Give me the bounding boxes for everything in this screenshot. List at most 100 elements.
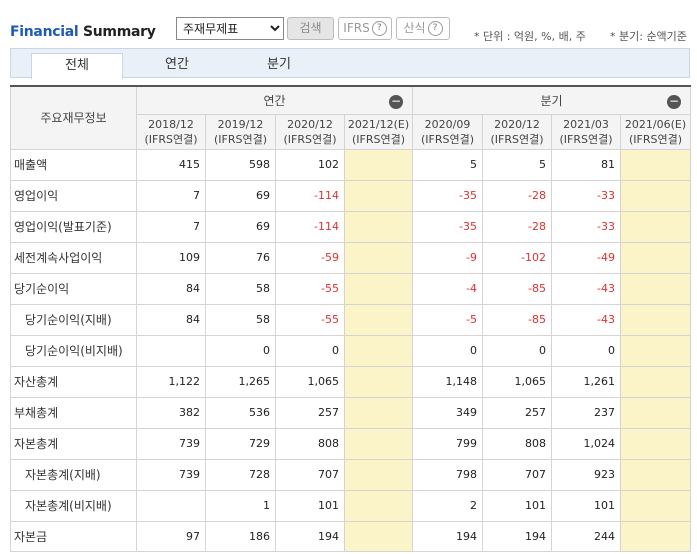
value-cell: -35 <box>412 210 483 243</box>
value-cell <box>136 489 206 522</box>
value-cell: 84 <box>136 272 206 305</box>
value-cell: 598 <box>205 148 276 181</box>
period-tabs: 전체 연간 분기 <box>10 48 690 79</box>
period-basis: (IFRS연결) <box>420 132 475 146</box>
value-cell <box>344 334 413 367</box>
value-cell: 1,261 <box>551 365 621 398</box>
value-cell: -43 <box>551 303 621 336</box>
period-date: 2021/12(E) <box>347 117 410 131</box>
value-cell: -4 <box>412 272 483 305</box>
table-row: 자본총계 739 729 808 799 808 1,024 <box>10 427 691 460</box>
row-label: 자본금 <box>10 520 137 552</box>
value-cell <box>344 210 413 243</box>
search-button-label: 검색 <box>299 21 322 35</box>
value-cell: 0 <box>275 334 345 367</box>
value-cell <box>620 520 691 552</box>
period-date: 2021/03 <box>563 117 609 131</box>
value-cell: 101 <box>275 489 345 522</box>
value-cell: 536 <box>205 396 276 429</box>
table-row: 매출액 415 598 102 5 5 81 <box>10 148 691 181</box>
value-cell: 729 <box>205 427 276 460</box>
value-cell: -28 <box>482 210 552 243</box>
value-cell: 1 <box>205 489 276 522</box>
row-label: 당기순이익(지배) <box>10 303 137 336</box>
period-date: 2018/12 <box>148 117 194 131</box>
period-date: 2020/12 <box>287 117 333 131</box>
value-cell: 0 <box>412 334 483 367</box>
title-summary: Summary <box>82 24 156 40</box>
tab-quarterly[interactable]: 분기 <box>267 57 291 72</box>
value-cell <box>344 365 413 398</box>
value-cell: 97 <box>136 520 206 552</box>
search-button[interactable]: 검색 <box>287 17 334 40</box>
value-cell: 194 <box>412 520 483 552</box>
value-cell: 194 <box>275 520 345 552</box>
value-cell: 237 <box>551 396 621 429</box>
formula-button[interactable]: 산식? <box>396 17 450 40</box>
annual-group-label: 연간 <box>263 93 286 108</box>
value-cell: -28 <box>482 179 552 212</box>
quarter-group-header: 분기 − <box>412 85 691 115</box>
value-cell: 69 <box>205 179 276 212</box>
value-cell <box>620 365 691 398</box>
table-row: 영업이익(발표기준) 7 69 -114 -35 -28 -33 <box>10 210 691 243</box>
period-date: 2020/12 <box>494 117 540 131</box>
value-cell: -55 <box>275 303 345 336</box>
tab-annual[interactable]: 연간 <box>165 57 189 72</box>
financial-summary-table: 주요재무정보 연간 − 분기 − 2018/12 (IFRS연결) 2019/12(… <box>10 85 691 552</box>
period-basis: (IFRS연결) <box>490 132 544 146</box>
period-header: 2021/03 (IFRS연결) <box>551 113 621 150</box>
value-cell: 799 <box>412 427 483 460</box>
help-icon: ? <box>427 21 443 36</box>
value-cell: 349 <box>412 396 483 429</box>
title-financial: Financial <box>10 24 79 40</box>
row-label: 당기순이익(비지배) <box>10 334 137 367</box>
value-cell: 109 <box>136 241 206 274</box>
value-cell: 808 <box>275 427 345 460</box>
value-cell: 101 <box>551 489 621 522</box>
row-label: 매출액 <box>10 148 137 181</box>
row-label: 당기순이익 <box>10 272 137 305</box>
value-cell <box>620 303 691 336</box>
value-cell: 728 <box>205 458 276 491</box>
period-header: 2021/12(E) (IFRS연결) <box>344 113 413 150</box>
value-cell: -49 <box>551 241 621 274</box>
value-cell: 102 <box>275 148 345 181</box>
value-cell: 69 <box>205 210 276 243</box>
table-row: 부채총계 382 536 257 349 257 237 <box>10 396 691 429</box>
value-cell <box>344 148 413 181</box>
value-cell: 1,148 <box>412 365 483 398</box>
row-label: 영업이익(발표기준) <box>10 210 137 243</box>
statement-type-select[interactable]: 주재무제표 <box>176 17 284 40</box>
value-cell: -102 <box>482 241 552 274</box>
value-cell: 244 <box>551 520 621 552</box>
collapse-icon[interactable]: − <box>667 94 681 109</box>
value-cell: 382 <box>136 396 206 429</box>
row-label: 세전계속사업이익 <box>10 241 137 274</box>
period-header: 2021/06(E) (IFRS연결) <box>620 113 691 150</box>
value-cell <box>344 458 413 491</box>
value-cell: 798 <box>412 458 483 491</box>
value-cell <box>620 489 691 522</box>
period-basis: (IFRS연결) <box>628 132 683 146</box>
value-cell <box>620 458 691 491</box>
value-cell <box>136 334 206 367</box>
value-cell: 0 <box>551 334 621 367</box>
ifrs-button[interactable]: IFRS? <box>338 17 392 40</box>
collapse-icon[interactable]: − <box>389 94 403 109</box>
table-row: 자본총계(지배) 739 728 707 798 707 923 <box>10 458 691 491</box>
value-cell <box>620 148 691 181</box>
value-cell: 0 <box>482 334 552 367</box>
value-cell: 186 <box>205 520 276 552</box>
tab-all[interactable]: 전체 <box>31 53 123 79</box>
value-cell: 2 <box>412 489 483 522</box>
value-cell <box>620 334 691 367</box>
row-label: 영업이익 <box>10 179 137 212</box>
value-cell: -114 <box>275 179 345 212</box>
row-label: 자본총계 <box>10 427 137 460</box>
period-basis: (IFRS연결) <box>283 132 337 146</box>
value-cell: -35 <box>412 179 483 212</box>
table-row: 당기순이익 84 58 -55 -4 -85 -43 <box>10 272 691 305</box>
toolbar: Financial Summary 주재무제표 검색 IFRS? 산식? * 단… <box>0 0 697 48</box>
period-date: 2021/06(E) <box>624 117 687 131</box>
